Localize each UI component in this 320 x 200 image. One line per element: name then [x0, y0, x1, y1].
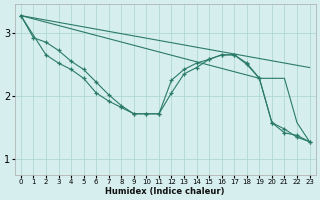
X-axis label: Humidex (Indice chaleur): Humidex (Indice chaleur)	[106, 187, 225, 196]
